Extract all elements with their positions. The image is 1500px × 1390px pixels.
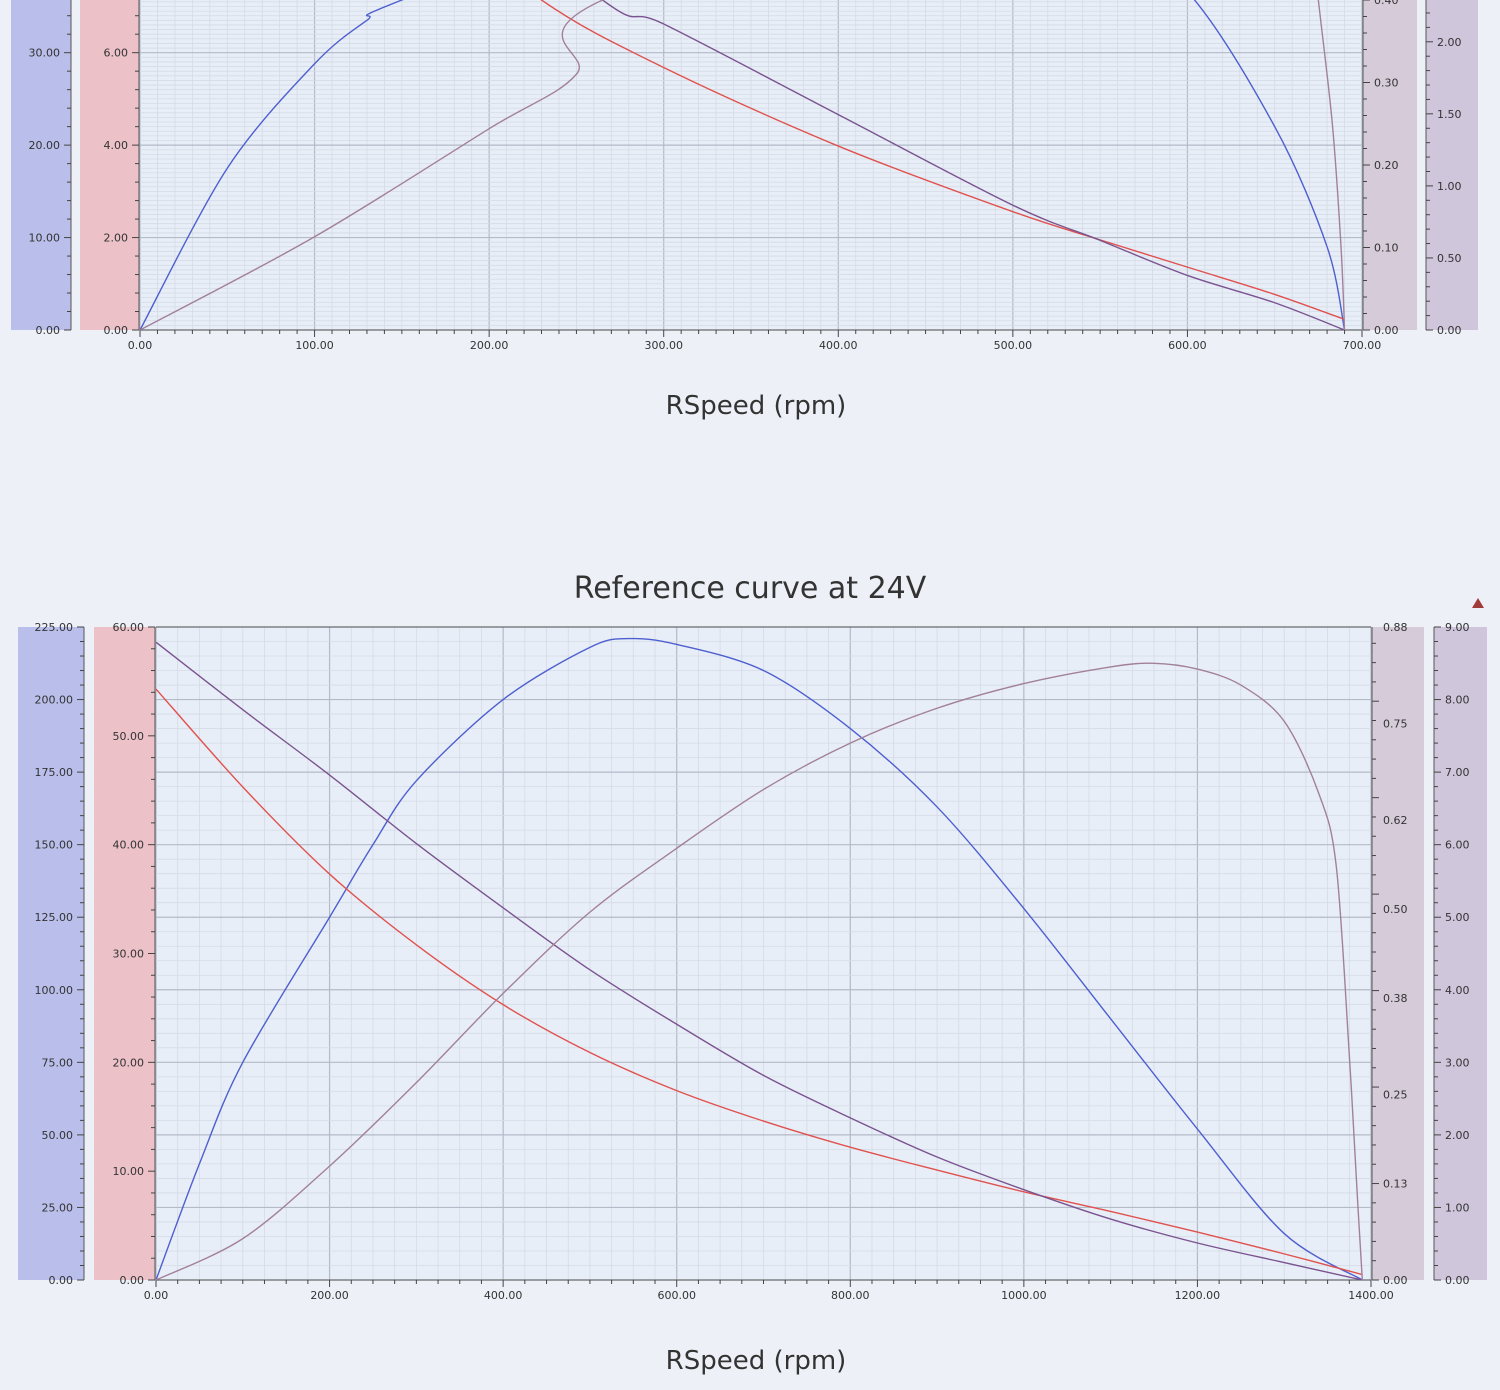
x-tick-label: 1000.00 (1001, 1289, 1047, 1302)
x-tick-label: 800.00 (831, 1289, 870, 1302)
y-tick-label-1: 200.00 (35, 694, 74, 707)
y-axis-band-3 (1372, 627, 1424, 1280)
y-axis-band-1 (18, 627, 84, 1280)
y-tick-label-3: 0.30 (1374, 77, 1399, 90)
y-tick-label-1: 125.00 (35, 911, 74, 924)
y-tick-label-3: 0.00 (1383, 1274, 1408, 1287)
y-tick-label-4: 8.00 (1445, 694, 1470, 707)
y-tick-label-1: 25.00 (42, 1201, 74, 1214)
x-tick-label: 600.00 (657, 1289, 696, 1302)
x-tick-label: 200.00 (470, 339, 509, 352)
y-tick-label-3: 0.62 (1383, 814, 1408, 827)
y-tick-label-4: 5.00 (1445, 911, 1470, 924)
y-tick-label-4: 2.00 (1445, 1129, 1470, 1142)
y-axis-band-4 (1426, 0, 1478, 330)
y-axis-band-2 (94, 627, 155, 1280)
grid (155, 626, 1372, 1281)
chart-bottom: 0.00 200.00 400.00 600.00 800.00 1000.00 1200.… (18, 621, 1487, 1302)
series-line-2 (156, 688, 1363, 1276)
y-tick-label-4: 1.00 (1445, 1201, 1470, 1214)
y-tick-label-1: 75.00 (42, 1056, 74, 1069)
series-line-1 (156, 637, 1363, 1280)
chart-top-x-axis-title: RSpeed (rpm) (666, 391, 847, 421)
x-tick-label: 0.00 (128, 339, 153, 352)
y-tick-label-3: 0.20 (1374, 159, 1399, 172)
x-tick-label: 700.00 (1343, 339, 1382, 352)
y-tick-label-1: 175.00 (35, 766, 74, 779)
y-tick-label-3: 0.00 (1374, 324, 1399, 337)
y-tick-label-4: 0.00 (1437, 324, 1462, 337)
y-tick-label-3: 0.50 (1383, 903, 1408, 916)
y-tick-label-2: 6.00 (104, 47, 129, 60)
y-tick-label-3: 0.10 (1374, 242, 1399, 255)
y-tick-label-4: 3.00 (1445, 1056, 1470, 1069)
y-tick-label-3: 0.38 (1383, 992, 1408, 1005)
y-tick-label-1: 10.00 (29, 232, 61, 245)
y-tick-label-1: 50.00 (42, 1129, 74, 1142)
x-tick-label: 400.00 (484, 1289, 523, 1302)
y-tick-label-3: 0.40 (1374, 0, 1399, 7)
y-tick-label-4: 1.00 (1437, 180, 1462, 193)
y-axis-band-4 (1434, 627, 1487, 1280)
y-tick-label-1: 225.00 (35, 621, 74, 634)
y-tick-label-3: 0.88 (1383, 621, 1408, 634)
y-tick-label-2: 0.00 (104, 324, 129, 337)
y-tick-label-1: 100.00 (35, 984, 74, 997)
y-tick-label-2: 60.00 (113, 621, 145, 634)
y-axis-band-3 (1363, 0, 1417, 330)
x-tick-label: 200.00 (310, 1289, 349, 1302)
y-tick-label-1: 20.00 (29, 139, 61, 152)
series-group (140, 0, 1346, 330)
y-tick-label-2: 20.00 (113, 1056, 145, 1069)
chart-bottom-x-axis-title: RSpeed (rpm) (666, 1346, 847, 1376)
y-axis-band-2 (80, 0, 139, 330)
y-tick-label-2: 30.00 (113, 948, 145, 961)
y-tick-label-2: 0.00 (120, 1274, 145, 1287)
y-tick-label-1: 0.00 (49, 1274, 74, 1287)
series-group (156, 637, 1364, 1280)
series-line-3 (601, 0, 1345, 330)
series-line-4 (156, 662, 1364, 1280)
y-tick-label-3: 0.25 (1383, 1088, 1408, 1101)
y-tick-label-4: 2.00 (1437, 36, 1462, 49)
series-line-3 (156, 641, 1363, 1280)
y-tick-label-4: 6.00 (1445, 839, 1470, 852)
scroll-up-arrow-icon[interactable] (1472, 598, 1484, 608)
y-tick-label-3: 0.75 (1383, 717, 1408, 730)
y-tick-label-2: 4.00 (104, 139, 129, 152)
y-tick-label-1: 30.00 (29, 47, 61, 60)
y-tick-label-4: 7.00 (1445, 766, 1470, 779)
series-line-1 (140, 0, 1346, 330)
y-tick-label-4: 0.50 (1437, 252, 1462, 265)
y-tick-label-2: 40.00 (113, 839, 145, 852)
y-tick-label-4: 0.00 (1445, 1274, 1470, 1287)
x-tick-label: 0.00 (144, 1289, 169, 1302)
series-line-4 (140, 0, 1346, 330)
x-tick-label: 600.00 (1168, 339, 1207, 352)
y-tick-label-4: 9.00 (1445, 621, 1470, 634)
x-tick-label: 1200.00 (1175, 1289, 1221, 1302)
x-tick-label: 300.00 (644, 339, 683, 352)
y-tick-label-3: 0.13 (1383, 1178, 1408, 1191)
x-tick-label: 400.00 (819, 339, 858, 352)
y-tick-label-4: 4.00 (1445, 984, 1470, 997)
y-tick-label-2: 10.00 (113, 1165, 145, 1178)
series-line-2 (540, 0, 1345, 321)
y-tick-label-2: 50.00 (113, 730, 145, 743)
x-tick-label: 500.00 (994, 339, 1033, 352)
x-tick-label: 1400.00 (1348, 1289, 1394, 1302)
y-tick-label-1: 0.00 (36, 324, 61, 337)
chart-bottom-title: Reference curve at 24V (574, 571, 927, 606)
y-axis-band-1 (11, 0, 71, 330)
chart-top: 0.00 100.00 200.00 300.00 400.00 500.00 600.00… (11, 0, 1478, 352)
x-tick-label: 100.00 (295, 339, 334, 352)
y-tick-label-2: 2.00 (104, 232, 129, 245)
y-tick-label-1: 150.00 (35, 839, 74, 852)
y-tick-label-4: 1.50 (1437, 108, 1462, 121)
